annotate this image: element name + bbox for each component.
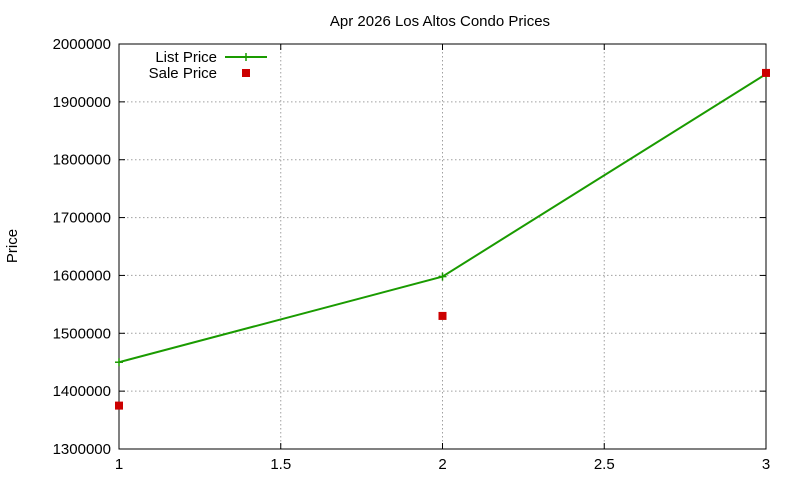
y-tick-label: 1300000 — [53, 441, 111, 458]
x-tick-label: 2.5 — [594, 456, 615, 473]
y-axis-label: Price — [4, 229, 21, 263]
legend-marker-sale-price — [242, 69, 250, 77]
sale-price-point — [762, 68, 770, 77]
y-tick-label: 1600000 — [53, 267, 111, 284]
y-tick-label: 2000000 — [53, 36, 111, 53]
legend-label-sale-price: Sale Price — [149, 65, 217, 82]
grid-layer — [119, 44, 766, 449]
y-tick-label: 1500000 — [53, 325, 111, 342]
x-tick-label: 3 — [762, 456, 770, 473]
x-tick-label: 1 — [115, 456, 123, 473]
list-price-point — [438, 272, 447, 281]
y-tick-label: 1700000 — [53, 210, 111, 227]
list-price-point — [115, 358, 123, 367]
sale-price-point — [115, 401, 123, 410]
chart-title: Apr 2026 Los Altos Condo Prices — [330, 13, 550, 30]
y-tick-label: 1400000 — [53, 383, 111, 400]
x-tick-label: 1.5 — [270, 456, 291, 473]
legend-marker-list-price — [242, 53, 250, 61]
sale-price-point — [438, 311, 447, 320]
y-tick-label: 1900000 — [53, 94, 111, 111]
x-tick-label: 2 — [438, 456, 446, 473]
series-layer — [115, 68, 770, 410]
y-tick-label: 1800000 — [53, 152, 111, 169]
tick-layer: 1300000 1400000 1500000 1600000 1700000 18000… — [53, 36, 771, 473]
legend-label-list-price: List Price — [155, 49, 217, 66]
